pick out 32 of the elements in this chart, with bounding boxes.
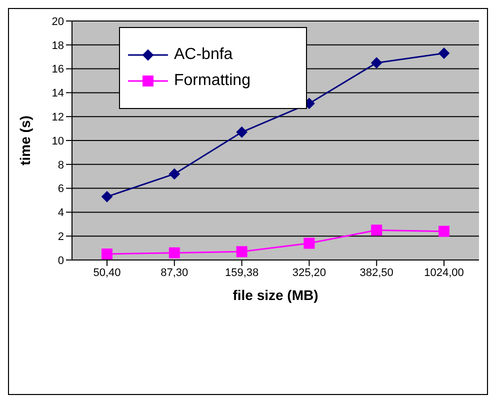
point: [438, 226, 450, 237]
x-tick-label: 325,20: [292, 266, 326, 279]
y-tick-label: 6: [58, 183, 64, 196]
y-tick-label: 2: [58, 231, 64, 244]
x-tick-label: 50,40: [93, 266, 121, 279]
point: [168, 247, 180, 258]
point: [304, 238, 315, 249]
y-tick-label: 14: [52, 88, 64, 100]
y-axis-title: time (s): [16, 116, 33, 166]
point: [168, 168, 180, 180]
legend-label: AC-bnfa: [174, 46, 233, 64]
y-tick-label: 12: [52, 112, 64, 124]
point: [371, 57, 382, 68]
y-tick-label: 8: [58, 159, 64, 172]
y-tick-label: 16: [52, 64, 64, 76]
point: [102, 191, 112, 202]
x-tick-label: 1024,00: [424, 266, 464, 279]
x-tick-label: 382,50: [360, 266, 394, 279]
point: [236, 126, 248, 138]
y-tick-label: 4: [58, 207, 64, 220]
point: [236, 246, 248, 258]
legend-label: Formatting: [174, 72, 250, 90]
y-tick-label: 0: [58, 254, 64, 267]
x-tick-label: 87,30: [160, 266, 188, 279]
point: [102, 248, 112, 260]
y-tick-label: 20: [52, 16, 64, 28]
point: [438, 48, 450, 59]
y-tick-label: 10: [52, 135, 64, 148]
x-axis-title: file size (MB): [232, 287, 318, 303]
x-tick-label: 159,38: [224, 266, 259, 279]
point: [371, 224, 382, 236]
y-tick-label: 18: [52, 40, 64, 52]
